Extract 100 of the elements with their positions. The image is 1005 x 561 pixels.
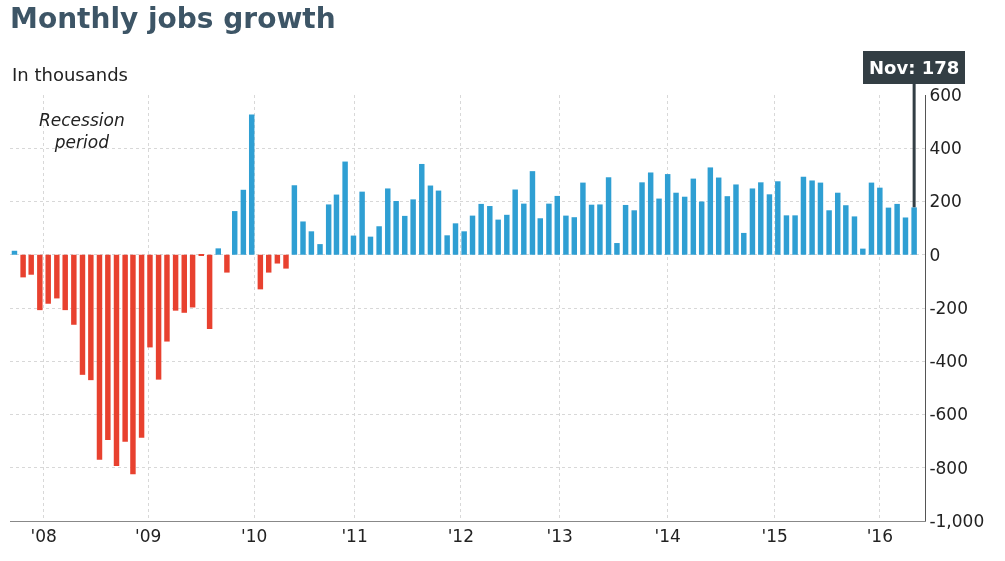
bar: [800, 176, 807, 255]
bar: [402, 215, 408, 255]
x-tick-label: '13: [546, 526, 573, 547]
x-tick-label: '10: [241, 526, 268, 547]
bar: [393, 200, 399, 255]
bar: [495, 219, 501, 255]
bar: [664, 174, 671, 255]
bar: [605, 177, 612, 255]
y-tick-label: 200: [929, 191, 962, 212]
bar: [681, 196, 688, 255]
x-tick-label: '12: [447, 526, 474, 547]
chart-subtitle: In thousands: [12, 64, 128, 85]
bar: [792, 215, 798, 255]
bar: [265, 254, 272, 273]
bar: [62, 254, 68, 311]
bar: [597, 204, 603, 255]
bar: [410, 199, 416, 255]
bar: [385, 188, 391, 255]
bar: [88, 254, 94, 381]
bar: [240, 189, 247, 255]
bar: [122, 254, 128, 442]
bar: [283, 254, 289, 269]
bar: [274, 254, 281, 264]
bar: [868, 182, 875, 255]
bar: [469, 215, 476, 255]
bar: [860, 248, 866, 255]
y-tick-label: -400: [929, 351, 968, 372]
bar: [333, 194, 340, 255]
bar: [11, 250, 18, 255]
bar: [690, 178, 697, 255]
bar: [105, 254, 111, 441]
bar: [885, 207, 892, 255]
bar: [325, 204, 332, 255]
bar: [741, 232, 747, 255]
bar: [37, 254, 43, 311]
bar: [215, 248, 221, 255]
bar: [707, 167, 714, 255]
annotation: Recession period: [39, 110, 125, 153]
bar: [766, 194, 773, 255]
bar: [588, 204, 595, 255]
bar: [113, 254, 120, 466]
bar: [639, 182, 645, 255]
bar: [79, 254, 86, 375]
bar: [96, 254, 103, 460]
bar: [20, 254, 26, 278]
bar: [877, 187, 883, 255]
bar: [155, 254, 162, 380]
x-tick-label: '09: [135, 526, 162, 547]
x-tick-label: '11: [341, 526, 368, 547]
bar: [300, 221, 306, 255]
bar: [817, 182, 824, 255]
y-tick-label: -200: [929, 297, 968, 318]
bar: [783, 215, 790, 255]
bar: [614, 243, 620, 255]
bar: [172, 254, 179, 311]
bar: [181, 254, 187, 313]
bar: [342, 161, 348, 255]
bar: [248, 114, 255, 255]
x-tick-label: '15: [761, 526, 788, 547]
annotation: Nov: 178: [869, 57, 960, 78]
bar: [189, 254, 196, 308]
x-tick-label: '08: [30, 526, 57, 547]
bar: [224, 254, 230, 273]
bar: [427, 185, 434, 255]
bar: [521, 203, 527, 255]
bar: [54, 254, 60, 299]
x-tick-label: '14: [654, 526, 681, 547]
bar: [452, 223, 459, 255]
bar: [749, 188, 756, 255]
bar: [376, 226, 382, 255]
bar: [478, 203, 484, 255]
bar: [206, 254, 213, 330]
bar: [622, 204, 629, 255]
bar: [291, 185, 298, 255]
bar: [71, 254, 77, 325]
bar: [367, 236, 374, 255]
y-tick-label: 600: [929, 84, 962, 105]
y-tick-label: 0: [929, 244, 941, 265]
x-tick-label: '16: [866, 526, 893, 547]
y-tick-label: -800: [929, 457, 968, 478]
bar: [359, 191, 365, 255]
bar: [809, 180, 815, 255]
bar: [537, 218, 543, 255]
bar: [487, 206, 493, 255]
bar: [775, 181, 781, 255]
bar: [724, 196, 731, 255]
bar: [419, 163, 425, 255]
bar: [28, 254, 34, 275]
bar: [656, 198, 662, 255]
y-tick-label: -600: [929, 404, 968, 425]
bar: [826, 210, 832, 255]
bar: [835, 192, 841, 255]
bar: [504, 214, 510, 255]
bar: [435, 190, 442, 255]
bar: [461, 231, 467, 255]
bar: [554, 195, 560, 255]
bar: [512, 189, 518, 255]
bar: [308, 231, 315, 255]
y-tick-label: 400: [929, 138, 962, 159]
bar: [147, 254, 153, 348]
